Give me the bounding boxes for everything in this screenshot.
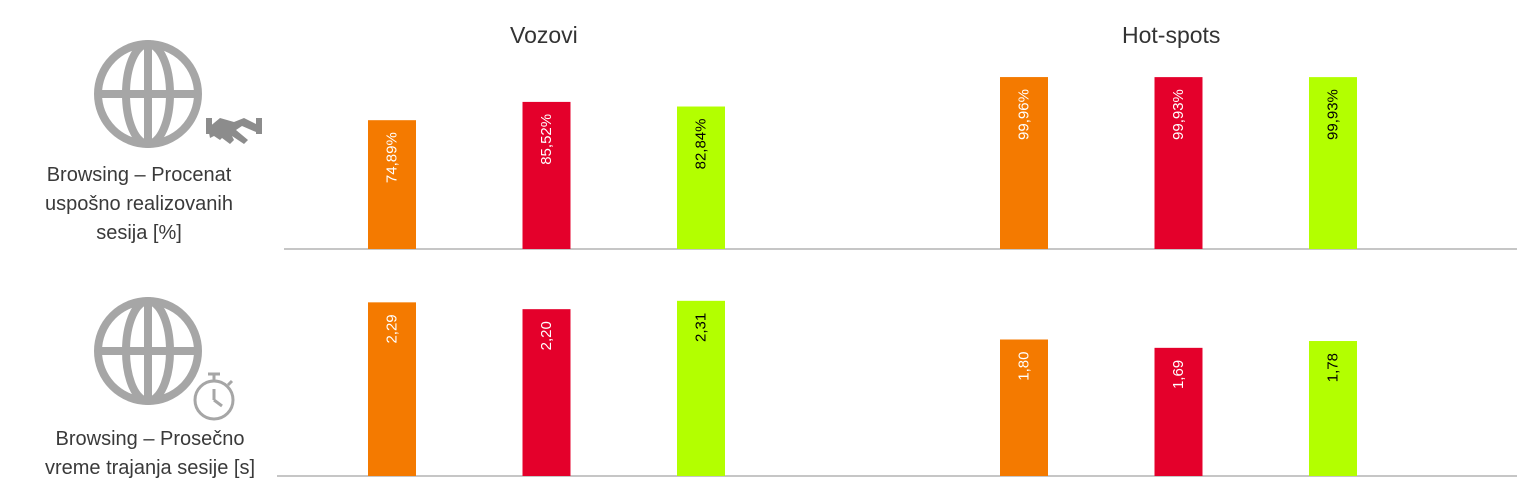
bar-data-label: 2,31 [693,313,710,342]
bar-data-label: 2,29 [384,314,401,343]
metric-label-session-duration: Browsing – Prosečno vreme trajanja sesij… [44,428,256,479]
bar-data-label: 1,69 [1170,360,1187,389]
bar-data-label: 99,93% [1170,89,1187,140]
group-title-hot-spots: Hot-spots [1122,22,1221,48]
bar-data-label: 82,84% [693,119,710,170]
bar-data-label: 85,52% [538,114,555,165]
bar-data-label: 99,96% [1016,89,1033,140]
bar [368,120,416,249]
bar [1154,77,1203,250]
globe-icon [94,297,202,405]
bar-data-label: 74,89% [384,132,401,183]
bar [1309,341,1357,476]
bar [1000,77,1048,249]
bar [1154,347,1203,476]
bar [522,309,571,476]
bar [522,101,571,249]
group-title-vozovi: Vozovi [510,22,578,48]
bar [677,106,725,249]
bar-data-label: 99,93% [1325,89,1342,140]
bar [1000,339,1048,476]
bar-data-label: 1,80 [1016,352,1033,381]
bar [677,300,725,476]
stopwatch-icon [193,372,235,421]
bar [368,302,416,476]
bar [1309,77,1357,250]
bar-data-label: 1,78 [1325,353,1342,382]
globe-icon [94,40,202,148]
metric-label-success-rate: Browsing – Procenat uspošno realizovanih… [45,164,233,244]
bar-data-label: 2,20 [538,321,555,350]
handshake-icon [206,118,262,144]
